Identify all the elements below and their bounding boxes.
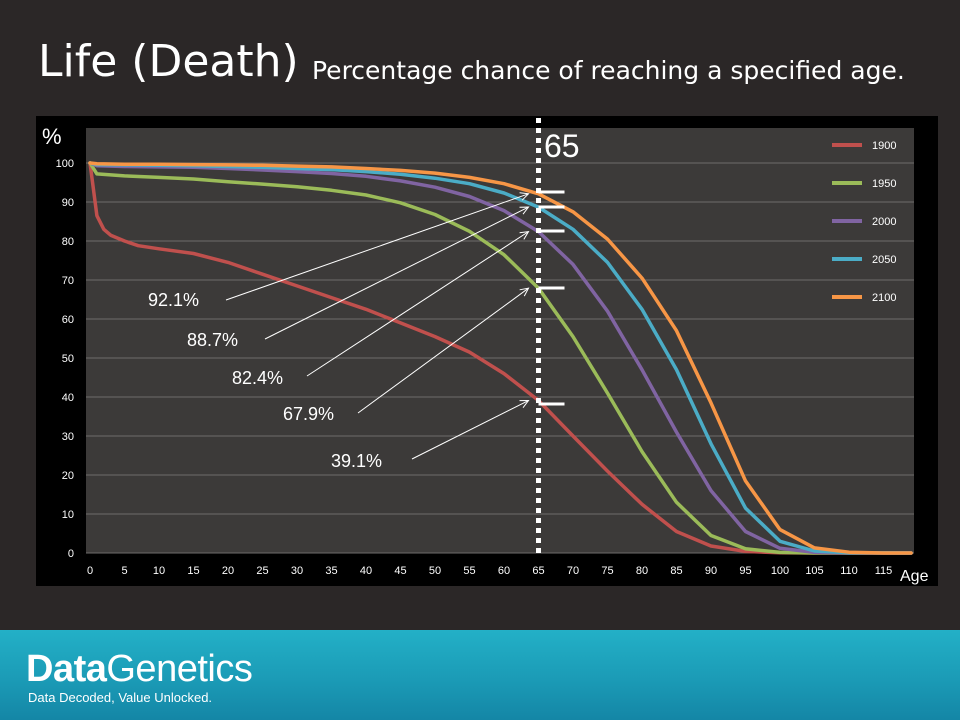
legend-label-2050: 2050 bbox=[872, 254, 896, 266]
annotations: 92.1% 88.7% 82.4%67.9% 39.1% bbox=[148, 190, 565, 471]
annotation-arrowhead bbox=[519, 206, 530, 215]
legend-label-1950: 1950 bbox=[872, 178, 896, 190]
x-tick-label: 105 bbox=[805, 565, 823, 577]
x-tick-label: 5 bbox=[121, 565, 127, 577]
y-tick-label: 60 bbox=[62, 314, 74, 326]
x-tick-label: 90 bbox=[705, 565, 717, 577]
annotation-label: 92.1% bbox=[148, 290, 199, 310]
x-tick-label: 75 bbox=[601, 565, 613, 577]
series-lines bbox=[88, 161, 913, 555]
annotation-label: 67.9% bbox=[283, 404, 334, 424]
series-line-1950 bbox=[88, 161, 913, 555]
y-tick-label: 0 bbox=[68, 548, 74, 560]
y-tick-label: 80 bbox=[62, 236, 74, 248]
x-tick-label: 25 bbox=[256, 565, 268, 577]
y-tick-label: 30 bbox=[62, 431, 74, 443]
page-subtitle: Percentage chance of reaching a specifie… bbox=[312, 56, 905, 85]
x-tick-label: 20 bbox=[222, 565, 234, 577]
x-tick-label: 40 bbox=[360, 565, 372, 577]
brand-tagline: Data Decoded, Value Unlocked. bbox=[28, 690, 213, 705]
annotation-arrowhead bbox=[519, 399, 530, 408]
annotation-arrow bbox=[264, 206, 529, 340]
x-tick-label: 95 bbox=[739, 565, 751, 577]
legend-label-1900: 1900 bbox=[872, 140, 896, 152]
marker-age-label: 65 bbox=[544, 128, 580, 164]
series-line-2100 bbox=[88, 161, 913, 555]
annotation-arrow bbox=[306, 231, 529, 377]
x-tick-label: 70 bbox=[567, 565, 579, 577]
legend-label-2100: 2100 bbox=[872, 292, 896, 304]
y-axis-label: % bbox=[42, 124, 62, 149]
x-axis-label: Age bbox=[900, 568, 929, 585]
annotation-arrowhead bbox=[519, 231, 530, 240]
annotation-arrowhead bbox=[519, 192, 530, 201]
x-tick-label: 30 bbox=[291, 565, 303, 577]
footer-banner: DataGenetics Data Decoded, Value Unlocke… bbox=[0, 630, 960, 720]
legend: 1900 1950 2000 2050 2100 bbox=[832, 140, 896, 304]
y-tick-label: 20 bbox=[62, 470, 74, 482]
series-line-1900 bbox=[88, 161, 913, 555]
brand-logo: DataGenetics bbox=[26, 648, 253, 691]
x-tick-label: 15 bbox=[187, 565, 199, 577]
annotation-arrow bbox=[225, 193, 529, 301]
survival-chart: 0 10 20 30 40 50 60 70 80 90 100 0 5 10 15 20 25 30 35 40 45… bbox=[36, 116, 938, 586]
y-tick-label: 90 bbox=[62, 197, 74, 209]
x-tick-label: 85 bbox=[670, 565, 682, 577]
annotation-arrowhead bbox=[519, 287, 530, 297]
x-tick-label: 100 bbox=[771, 565, 789, 577]
y-tick-label: 10 bbox=[62, 509, 74, 521]
x-tick-label: 110 bbox=[840, 565, 858, 577]
annotation-arrow bbox=[411, 400, 529, 460]
brand-rest: Genetics bbox=[106, 648, 253, 690]
axis-ticks: 0 10 20 30 40 50 60 70 80 90 100 0 5 10 15 20 25 30 35 40 45… bbox=[56, 158, 893, 577]
x-tick-label: 115 bbox=[875, 565, 893, 577]
x-tick-label: 35 bbox=[325, 565, 337, 577]
annotation-label: 82.4% bbox=[232, 368, 283, 388]
y-tick-label: 40 bbox=[62, 392, 74, 404]
x-tick-label: 50 bbox=[429, 565, 441, 577]
x-tick-label: 65 bbox=[532, 565, 544, 577]
y-tick-label: 70 bbox=[62, 275, 74, 287]
plot-area bbox=[86, 128, 914, 553]
annotation-label: 39.1% bbox=[331, 451, 382, 471]
legend-label-2000: 2000 bbox=[872, 216, 896, 228]
brand-bold: Data bbox=[26, 648, 107, 690]
y-tick-label: 50 bbox=[62, 353, 74, 365]
x-tick-label: 55 bbox=[463, 565, 475, 577]
x-tick-label: 45 bbox=[394, 565, 406, 577]
annotation-arrow bbox=[357, 287, 529, 414]
x-tick-label: 10 bbox=[153, 565, 165, 577]
page-title: Life (Death) bbox=[38, 36, 299, 87]
y-tick-label: 100 bbox=[56, 158, 74, 170]
x-tick-label: 60 bbox=[498, 565, 510, 577]
annotation-label: 88.7% bbox=[187, 330, 238, 350]
x-tick-label: 0 bbox=[87, 565, 93, 577]
x-tick-label: 80 bbox=[636, 565, 648, 577]
